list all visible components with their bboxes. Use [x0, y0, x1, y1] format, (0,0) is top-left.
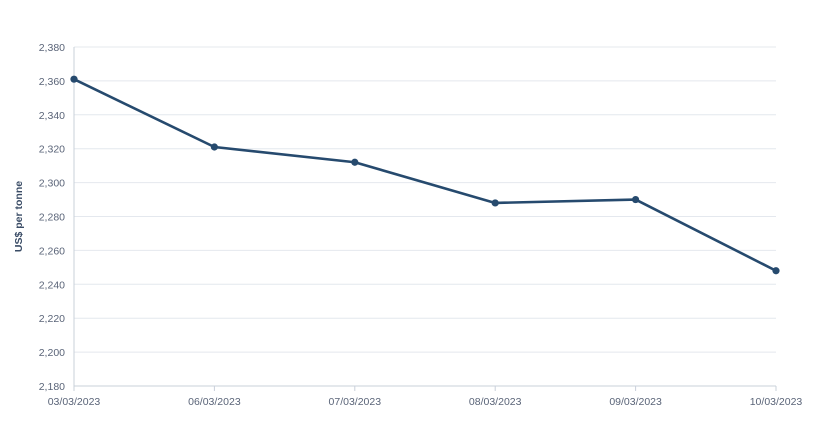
data-point[interactable]: [491, 199, 499, 207]
y-tick-label: 2,300: [39, 178, 65, 190]
axes: [73, 47, 777, 391]
data-point[interactable]: [772, 267, 780, 275]
y-tick-label: 2,220: [39, 313, 65, 325]
y-tick-label: 2,260: [39, 245, 65, 257]
data-point[interactable]: [351, 158, 359, 166]
y-tick-label: 2,320: [39, 144, 65, 156]
x-tick-label: 07/03/2023: [329, 396, 382, 408]
x-tick-label: 10/03/2023: [750, 396, 803, 408]
y-tick-labels: 2,180 2,200 2,220 2,240 2,260 2,280 2,300 2,320…: [39, 42, 65, 393]
series-price: [70, 75, 780, 275]
data-point[interactable]: [632, 195, 640, 204]
x-tick-labels: 03/03/2023 06/03/2023 07/03/2023 08/03/2023…: [48, 396, 803, 408]
y-tick-label: 2,280: [39, 212, 65, 224]
data-point[interactable]: [70, 75, 78, 83]
gridlines: [74, 46, 776, 353]
x-tick-label: 03/03/2023: [48, 396, 101, 408]
y-tick-label: 2,200: [39, 347, 65, 359]
y-axis-label: US$ per tonne: [13, 181, 25, 252]
x-tick-label: 06/03/2023: [188, 396, 241, 408]
x-tick-label: 08/03/2023: [469, 396, 522, 408]
series-line: [72, 77, 778, 273]
y-tick-label: 2,360: [39, 76, 65, 88]
y-tick-label: 2,180: [39, 381, 65, 393]
y-tick-label: 2,240: [39, 279, 65, 291]
data-point[interactable]: [210, 143, 218, 151]
x-tick-label: 09/03/2023: [609, 396, 662, 408]
y-tick-label: 2,380: [39, 42, 65, 54]
y-tick-label: 2,340: [39, 110, 65, 122]
